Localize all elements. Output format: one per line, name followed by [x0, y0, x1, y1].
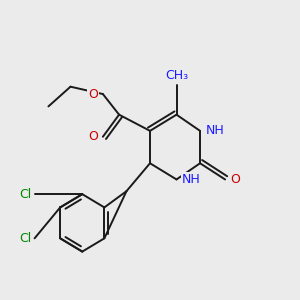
Text: O: O	[88, 130, 98, 143]
Text: CH₃: CH₃	[165, 69, 188, 82]
Text: O: O	[88, 88, 98, 100]
Text: Cl: Cl	[19, 232, 31, 245]
Text: Cl: Cl	[19, 188, 31, 201]
Text: NH: NH	[206, 124, 224, 137]
Text: NH: NH	[182, 173, 200, 186]
Text: O: O	[230, 173, 240, 186]
